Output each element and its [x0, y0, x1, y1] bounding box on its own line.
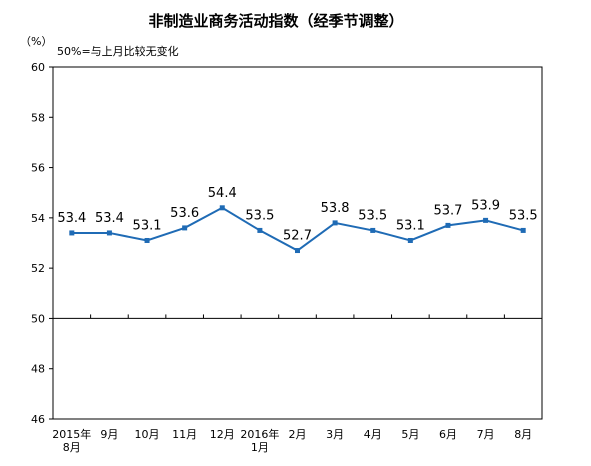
data-label: 53.5: [358, 208, 387, 223]
data-label: 53.9: [471, 198, 500, 213]
data-point: [219, 205, 225, 211]
data-point: [182, 225, 188, 231]
y-tick-label: 58: [31, 111, 45, 124]
x-tick-label: 10月: [135, 428, 160, 441]
y-tick-label: 54: [31, 212, 45, 225]
data-point: [483, 217, 489, 223]
x-tick-label: 9月: [100, 428, 118, 441]
data-point: [144, 237, 150, 243]
data-label: 53.4: [57, 211, 86, 226]
unit-label: （%）: [20, 35, 52, 48]
x-tick-label: 2016年: [240, 427, 279, 441]
data-point: [332, 220, 338, 226]
data-label: 52.7: [283, 229, 312, 244]
data-point: [407, 237, 413, 243]
x-tick-label: 2月: [289, 428, 307, 441]
data-label: 53.6: [170, 206, 199, 221]
y-tick-label: 48: [31, 363, 45, 376]
data-label: 53.7: [433, 203, 462, 218]
data-label: 53.5: [245, 208, 274, 223]
x-tick-label: 8月: [514, 428, 532, 441]
data-label: 54.4: [208, 186, 237, 201]
x-tick-label: 7月: [477, 428, 495, 441]
plot-frame: [52, 66, 543, 420]
x-tick-label: 11月: [172, 428, 197, 441]
x-tick-label: 5月: [401, 428, 419, 441]
chart-title: 非制造业商务活动指数（经季节调整）: [148, 12, 403, 30]
data-label: 53.8: [321, 201, 350, 216]
x-tick-label: 6月: [439, 428, 457, 441]
data-point: [370, 227, 376, 233]
x-tick-label: 3月: [326, 428, 344, 441]
data-point: [257, 227, 263, 233]
y-tick-label: 56: [31, 162, 45, 175]
x-tick-label: 1月: [251, 441, 269, 454]
data-label: 53.1: [396, 218, 425, 233]
x-tick-label: 2015年: [52, 427, 91, 441]
y-tick-label: 52: [31, 262, 45, 275]
data-label: 53.1: [133, 218, 162, 233]
x-tick-label: 4月: [364, 428, 382, 441]
data-point: [445, 222, 451, 228]
data-label: 53.4: [95, 211, 124, 226]
data-point: [295, 248, 300, 254]
data-point: [69, 230, 75, 236]
series-group: 53.4 53.4 53.1 53.6 54.4 53.5 52.7 53.8 53.5 53.1…: [57, 186, 538, 254]
y-tick-label: 50: [31, 312, 45, 325]
annotation-text: 50%=与上月比较无变化: [57, 44, 179, 58]
data-point: [520, 227, 526, 233]
x-tick-label: 8月: [63, 441, 81, 454]
data-label: 53.5: [509, 208, 538, 223]
x-tick-label: 12月: [210, 428, 235, 441]
y-tick-label: 60: [31, 61, 45, 74]
y-tick-label: 46: [31, 413, 45, 426]
y-axis: 46 48 50 52 54 56 58 60: [31, 61, 53, 426]
data-point: [106, 230, 112, 236]
